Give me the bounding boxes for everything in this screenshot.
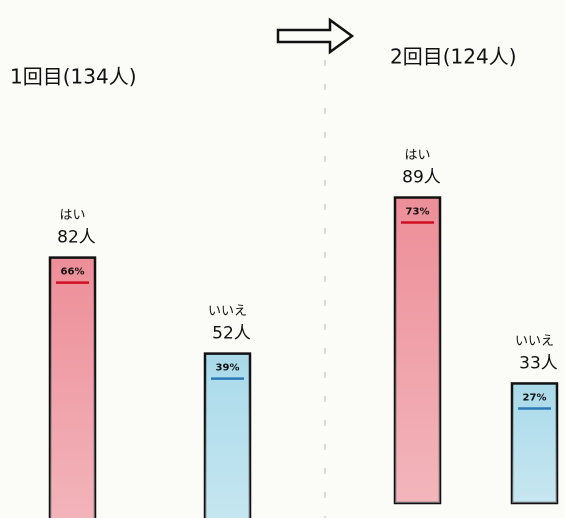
percent-label: 39% [216,363,240,374]
category-label: はい [404,148,430,163]
chart-title: 2回目(124人) [390,45,517,69]
value-label: 52人 [212,324,251,344]
category-label: いいえ [208,304,247,319]
category-label: いいえ [515,334,554,349]
bar-sheen [205,353,250,518]
percent-label: 73% [406,207,430,218]
value-label: 89人 [402,168,441,188]
bar-sheen [512,383,557,503]
value-label: 33人 [519,353,558,373]
category-label: はい [59,208,85,223]
chart-title: 1回目(134人) [10,65,137,89]
bar-sheen [50,257,95,518]
bar-sheen [395,197,440,503]
percent-label: 27% [523,392,547,403]
arrow [276,17,355,55]
value-label: 82人 [57,228,96,248]
percent-label: 66% [61,267,85,278]
